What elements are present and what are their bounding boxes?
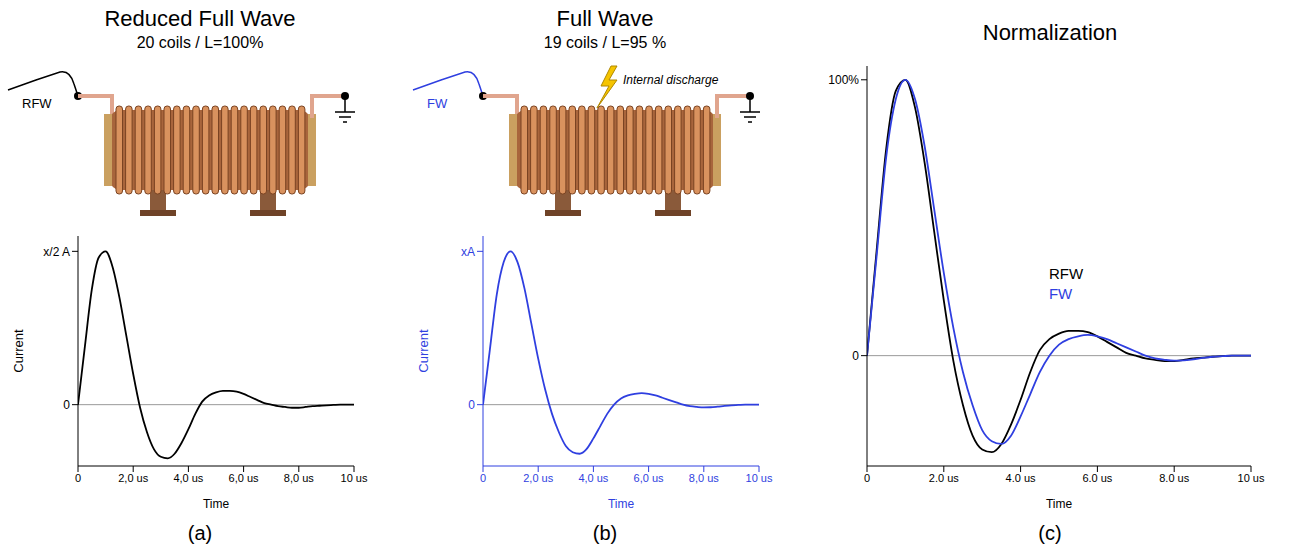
svg-text:Time: Time — [1046, 497, 1073, 511]
html-text:Reduced Full Wave: Reduced Full Wave — [104, 6, 296, 31]
svg-text:10 us: 10 us — [1238, 472, 1265, 484]
svg-text:4.0 us: 4.0 us — [1006, 472, 1036, 484]
svg-text:2.0 us: 2.0 us — [929, 472, 959, 484]
svg-text:10 us: 10 us — [341, 472, 368, 484]
html-text:FW: FW — [1048, 285, 1073, 302]
html-text:19 coils / L=95 %: 19 coils / L=95 % — [543, 34, 667, 51]
svg-text:Internal discharge: Internal discharge — [623, 73, 719, 87]
svg-text:Time: Time — [203, 497, 230, 511]
svg-text:6.0 us: 6.0 us — [1082, 472, 1112, 484]
svg-text:100%: 100% — [828, 73, 859, 87]
svg-text:0: 0 — [75, 472, 81, 484]
svg-text:Current: Current — [416, 329, 431, 373]
svg-text:2,0 us: 2,0 us — [118, 472, 148, 484]
svg-text:8,0 us: 8,0 us — [689, 472, 719, 484]
html-text:Full Wave: Full Wave — [556, 6, 654, 31]
svg-text:RFW: RFW — [22, 96, 52, 111]
svg-text:Current: Current — [11, 329, 26, 373]
svg-text:6,0 us: 6,0 us — [229, 472, 259, 484]
svg-text:4,0 us: 4,0 us — [578, 472, 608, 484]
html-text:Normalization: Normalization — [982, 20, 1118, 45]
html-text:(a): (a) — [187, 522, 213, 544]
svg-text:10 us: 10 us — [746, 472, 773, 484]
svg-text:0: 0 — [480, 472, 486, 484]
svg-text:xA: xA — [461, 245, 475, 259]
html-text:(c): (c) — [1038, 522, 1062, 544]
svg-text:0: 0 — [468, 398, 475, 412]
svg-text:0: 0 — [864, 472, 870, 484]
svg-text:8,0 us: 8,0 us — [284, 472, 314, 484]
html-text:(b): (b) — [592, 522, 618, 544]
svg-text:8.0 us: 8.0 us — [1159, 472, 1189, 484]
html-text:20 coils / L=100%: 20 coils / L=100% — [136, 34, 264, 51]
svg-text:0: 0 — [852, 349, 859, 363]
svg-text:FW: FW — [427, 96, 448, 111]
svg-text:2,0 us: 2,0 us — [523, 472, 553, 484]
svg-text:0: 0 — [63, 398, 70, 412]
svg-text:4,0 us: 4,0 us — [173, 472, 203, 484]
svg-text:Time: Time — [608, 497, 635, 511]
svg-text:6,0 us: 6,0 us — [634, 472, 664, 484]
html-text:RFW: RFW — [1048, 265, 1084, 282]
svg-text:x/2 A: x/2 A — [43, 245, 70, 259]
